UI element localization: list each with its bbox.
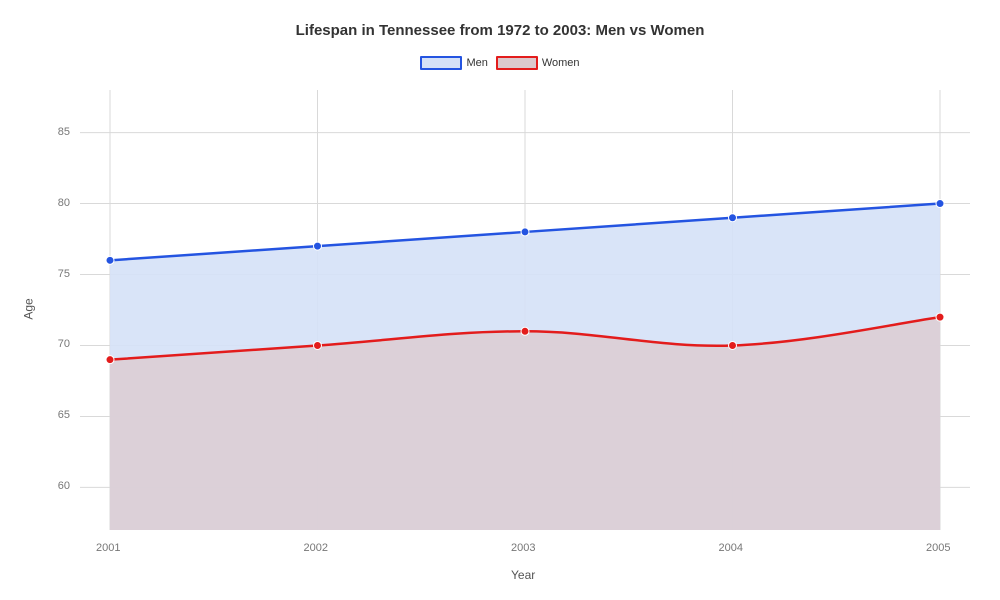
legend-swatch-men [420,56,462,70]
legend-item-women: Women [496,56,580,70]
chart-legend: Men Women [0,56,1000,70]
y-tick-label: 85 [58,126,70,138]
x-tick-label: 2002 [304,542,328,554]
chart-svg [80,90,970,530]
x-axis-label: Year [511,568,535,582]
legend-swatch-women [496,56,538,70]
plot-area [80,90,970,530]
x-tick-label: 2003 [511,542,535,554]
legend-label-men: Men [466,57,487,69]
chart-title: Lifespan in Tennessee from 1972 to 2003:… [0,22,1000,39]
legend-item-men: Men [420,56,487,70]
legend-label-women: Women [542,57,580,69]
y-tick-label: 65 [58,409,70,421]
x-tick-label: 2001 [96,542,120,554]
y-tick-label: 80 [58,197,70,209]
chart-container: Lifespan in Tennessee from 1972 to 2003:… [0,0,1000,600]
y-tick-label: 60 [58,480,70,492]
x-tick-label: 2004 [719,542,743,554]
y-axis-label: Age [22,298,36,319]
y-tick-label: 75 [58,268,70,280]
x-tick-label: 2005 [926,542,950,554]
y-tick-label: 70 [58,338,70,350]
